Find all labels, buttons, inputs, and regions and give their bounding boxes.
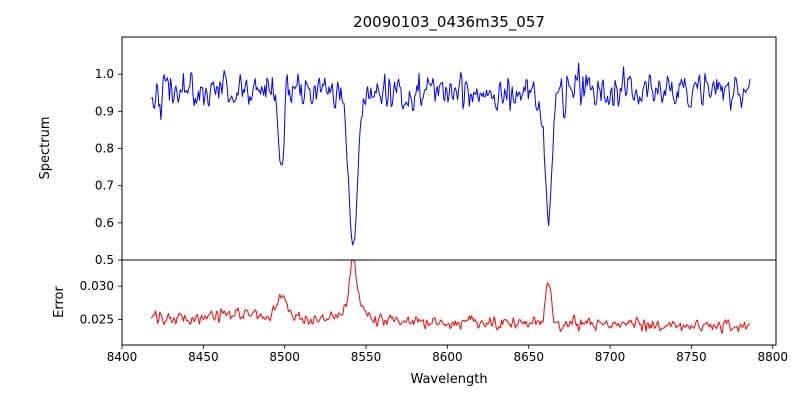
spectrum-panel-frame <box>121 36 777 261</box>
x-tick-label: 8450 <box>188 350 219 364</box>
error-y-axis-label: Error <box>52 286 67 318</box>
figure-title: 20090103_0436m35_057 <box>353 13 545 32</box>
error-line <box>150 260 751 334</box>
error-y-tick-label: 0.030 <box>80 279 114 293</box>
spectrum-y-tick-label: 0.9 <box>95 104 114 118</box>
spectrum-line <box>150 62 751 246</box>
x-tick-label: 8800 <box>757 350 788 364</box>
plot-layer: 8400 8450 8500 8550 8600 8650 8700 8750 8800 0.5 0… <box>80 36 788 364</box>
x-tick-label: 8600 <box>432 350 463 364</box>
x-axis-label: Wavelength <box>410 372 487 387</box>
spectrum-y-tick-label: 1.0 <box>95 67 114 81</box>
spectrum-y-tick-label: 0.7 <box>95 179 114 193</box>
x-tick-label: 8650 <box>513 350 544 364</box>
spectrum-y-tick-label: 0.6 <box>95 216 114 230</box>
x-tick-label: 8400 <box>107 350 138 364</box>
spectrum-y-tick-label: 0.5 <box>95 253 114 267</box>
x-tick-label: 8500 <box>269 350 300 364</box>
x-tick-label: 8700 <box>595 350 626 364</box>
x-tick-label: 8550 <box>351 350 382 364</box>
error-y-tick-label: 0.025 <box>80 313 114 327</box>
error-panel-frame <box>121 259 777 346</box>
spectrum-y-axis-label: Spectrum <box>38 117 53 180</box>
x-tick-label: 8750 <box>676 350 707 364</box>
spectrum-y-tick-label: 0.8 <box>95 142 114 156</box>
